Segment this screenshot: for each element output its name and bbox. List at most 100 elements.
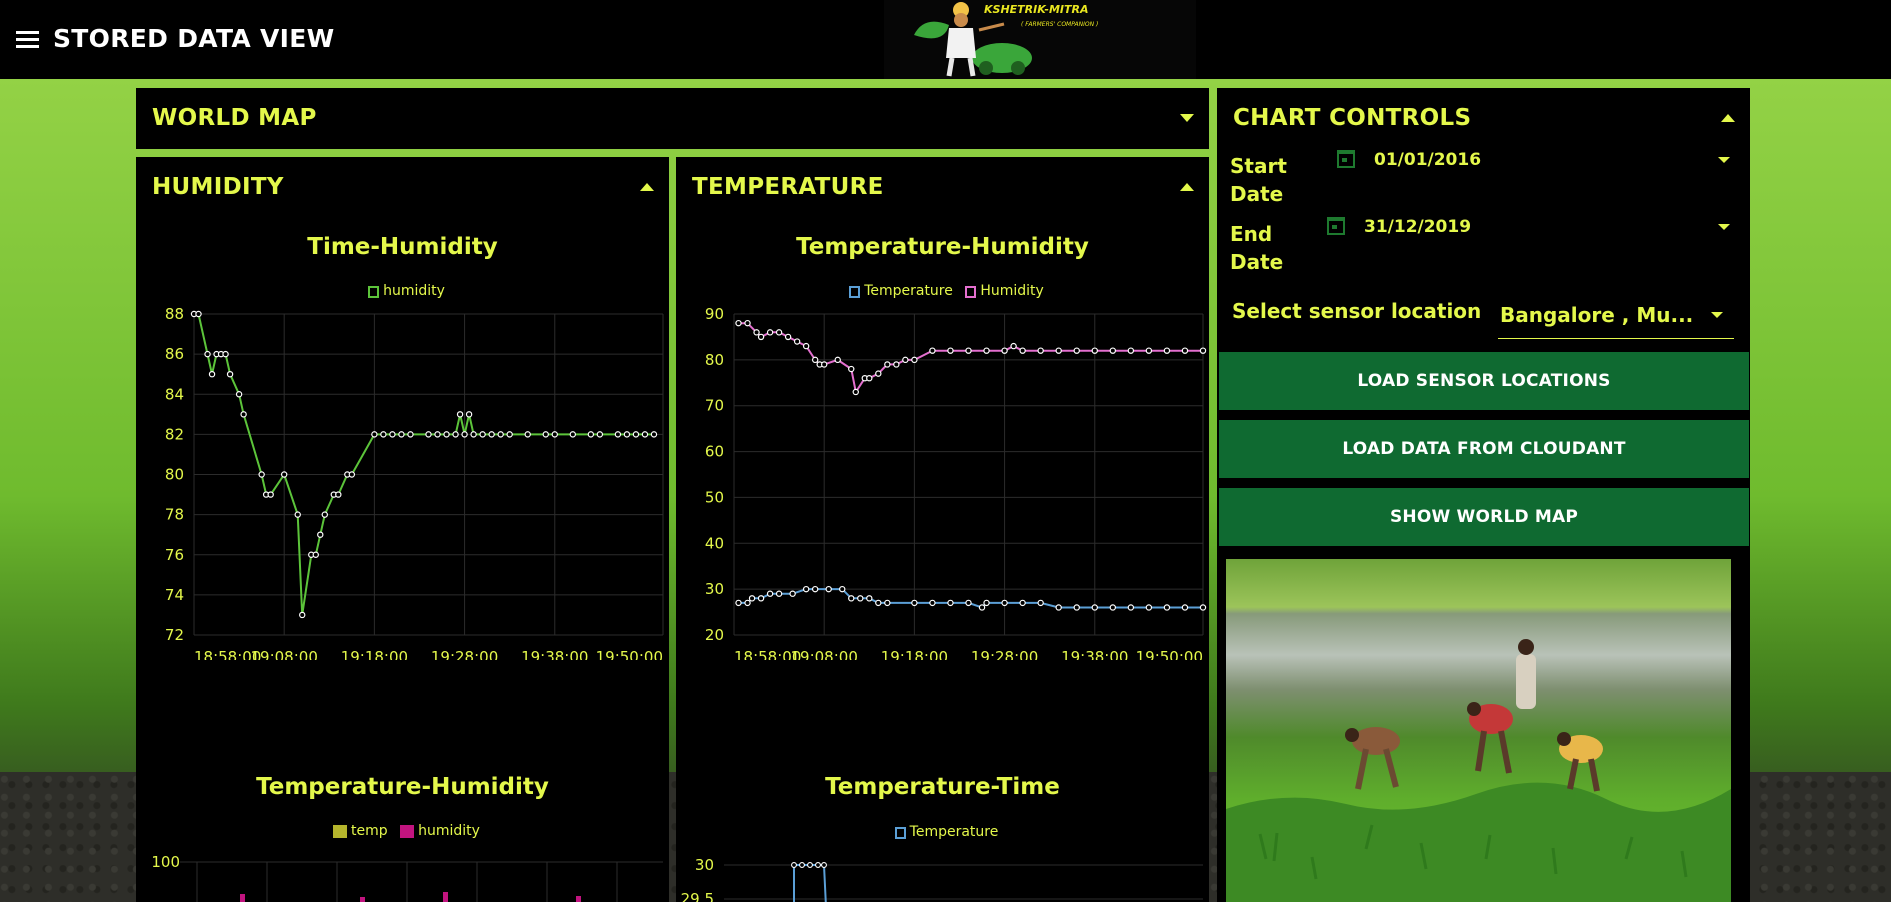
data-point-humidity-33 bbox=[456, 411, 464, 418]
start-date-field[interactable]: 01/01/2016 bbox=[1374, 150, 1482, 170]
y-tick-label-1: 29.5 bbox=[681, 890, 714, 902]
data-point-temperature-1 bbox=[799, 862, 805, 868]
data-point-humidity-16 bbox=[866, 374, 873, 382]
legend-label-temperature: Temperature bbox=[864, 283, 953, 299]
data-point-temperature-22 bbox=[1001, 599, 1008, 607]
data-point-humidity-12 bbox=[834, 356, 841, 364]
bar-humidity-2 bbox=[443, 892, 448, 902]
page-title: STORED DATA VIEW bbox=[53, 24, 335, 53]
data-point-humidity-49 bbox=[632, 431, 640, 438]
data-point-humidity-41 bbox=[524, 431, 531, 438]
legend-swatch-humidity-bar bbox=[400, 825, 415, 838]
data-point-humidity-7 bbox=[226, 370, 234, 378]
bar-humidity-0 bbox=[240, 894, 245, 902]
data-point-humidity-36 bbox=[1163, 347, 1171, 354]
data-point-humidity-38 bbox=[488, 431, 495, 438]
x-tick-label-2: 19:18:00 bbox=[881, 648, 948, 660]
data-point-humidity-2 bbox=[753, 329, 760, 336]
humidity-title: HUMIDITY bbox=[152, 174, 284, 200]
x-tick-label-0: 18:58:00 bbox=[194, 648, 261, 660]
data-point-temperature-4 bbox=[766, 590, 774, 597]
data-point-temperature-26 bbox=[1073, 604, 1080, 611]
data-point-temperature-2 bbox=[807, 862, 813, 868]
start-date-dropdown-icon[interactable] bbox=[1718, 157, 1730, 163]
data-point-humidity-26 bbox=[1001, 347, 1008, 354]
data-point-temperature-19 bbox=[965, 599, 972, 607]
y-tick-label-1: 74 bbox=[165, 586, 184, 604]
end-date-calendar-icon[interactable] bbox=[1327, 217, 1345, 235]
data-point-temperature-1 bbox=[744, 599, 751, 607]
data-point-temperature-17 bbox=[929, 599, 936, 607]
end-date-dropdown-icon[interactable] bbox=[1718, 224, 1730, 230]
data-point-humidity-8 bbox=[235, 391, 243, 398]
logo-name: KSHETRIK-MITRA bbox=[984, 3, 1089, 16]
load-data-from-cloudant-button[interactable]: LOAD DATA FROM CLOUDANT bbox=[1219, 420, 1749, 478]
app-logo: KSHETRIK-MITRA ( FARMERS' COMPANION ) bbox=[884, 0, 1196, 79]
data-point-humidity-15 bbox=[299, 611, 306, 619]
temperature-humidity-chart-title: Temperature-Humidity bbox=[796, 234, 1089, 260]
data-point-humidity-30 bbox=[434, 431, 441, 438]
temp-humidity-bar-legend[interactable]: temp humidity bbox=[136, 823, 669, 839]
data-point-humidity-25 bbox=[983, 347, 990, 354]
data-point-humidity-28 bbox=[407, 431, 414, 438]
legend-label-temp: temp bbox=[351, 823, 388, 839]
data-point-humidity-8 bbox=[802, 342, 810, 350]
y-tick-label-1: 30 bbox=[705, 580, 724, 598]
data-point-humidity-14 bbox=[294, 511, 301, 518]
data-point-temperature-12 bbox=[857, 595, 864, 602]
chart-controls-collapse-icon[interactable] bbox=[1721, 114, 1735, 122]
legend-swatch-humidity-pink bbox=[965, 286, 977, 298]
data-point-humidity-43 bbox=[551, 431, 558, 438]
data-point-temperature-6 bbox=[789, 590, 796, 597]
y-tick-label-4: 60 bbox=[705, 443, 724, 461]
data-point-humidity-34 bbox=[1127, 347, 1135, 354]
data-point-humidity-1 bbox=[744, 319, 751, 327]
temperature-humidity-legend[interactable]: Temperature Humidity bbox=[676, 283, 1209, 299]
y-tick-label-0: 30 bbox=[695, 856, 714, 874]
data-point-humidity-1 bbox=[195, 310, 202, 318]
data-point-temperature-7 bbox=[802, 585, 810, 593]
sensor-location-value: Bangalore , Mu... bbox=[1500, 303, 1694, 327]
world-map-collapse-icon[interactable] bbox=[1180, 114, 1194, 122]
data-point-temperature-16 bbox=[911, 599, 918, 607]
world-map-title: WORLD MAP bbox=[152, 105, 317, 131]
data-point-humidity-18 bbox=[884, 361, 891, 368]
data-point-humidity-9 bbox=[240, 411, 247, 418]
temperature-collapse-icon[interactable] bbox=[1180, 183, 1194, 191]
data-point-humidity-38 bbox=[1199, 347, 1207, 354]
data-point-temperature-33 bbox=[1199, 604, 1207, 611]
data-point-humidity-34 bbox=[461, 431, 468, 438]
data-point-humidity-28 bbox=[1019, 347, 1026, 354]
data-point-temperature-3 bbox=[757, 595, 765, 602]
data-point-humidity-13 bbox=[848, 365, 855, 373]
data-point-temperature-24 bbox=[1037, 599, 1044, 607]
menu-icon[interactable] bbox=[16, 31, 39, 48]
load-sensor-locations-button[interactable]: LOAD SENSOR LOCATIONS bbox=[1219, 352, 1749, 410]
start-date-calendar-icon[interactable] bbox=[1337, 150, 1355, 168]
y-tick-label-7: 86 bbox=[165, 345, 184, 363]
data-point-humidity-32 bbox=[1091, 347, 1098, 354]
legend-swatch-temperature-time bbox=[894, 827, 906, 839]
data-point-humidity-22 bbox=[929, 347, 936, 354]
data-point-humidity-42 bbox=[542, 431, 549, 438]
humidity-collapse-icon[interactable] bbox=[640, 183, 654, 191]
x-tick-label-5: 19:50:00 bbox=[1136, 648, 1203, 660]
data-point-humidity-27 bbox=[1010, 342, 1017, 350]
end-date-field[interactable]: 31/12/2019 bbox=[1364, 217, 1472, 237]
data-point-temperature-4 bbox=[821, 862, 827, 868]
temperature-time-legend[interactable]: Temperature bbox=[676, 824, 1209, 840]
data-point-temperature-21 bbox=[983, 599, 990, 607]
data-point-temperature-20 bbox=[978, 604, 986, 611]
data-point-humidity-26 bbox=[389, 431, 396, 438]
farmers-field-photo bbox=[1226, 559, 1731, 902]
sensor-location-select[interactable]: Bangalore , Mu... bbox=[1498, 300, 1734, 339]
legend-swatch-temperature bbox=[849, 286, 861, 298]
data-point-humidity-9 bbox=[811, 356, 819, 364]
data-point-humidity-36 bbox=[470, 431, 477, 438]
x-tick-label-1: 19:08:00 bbox=[791, 648, 858, 660]
show-world-map-button[interactable]: SHOW WORLD MAP bbox=[1219, 488, 1749, 546]
time-humidity-legend[interactable]: humidity bbox=[136, 283, 669, 299]
sensor-location-dropdown-icon bbox=[1711, 312, 1723, 318]
